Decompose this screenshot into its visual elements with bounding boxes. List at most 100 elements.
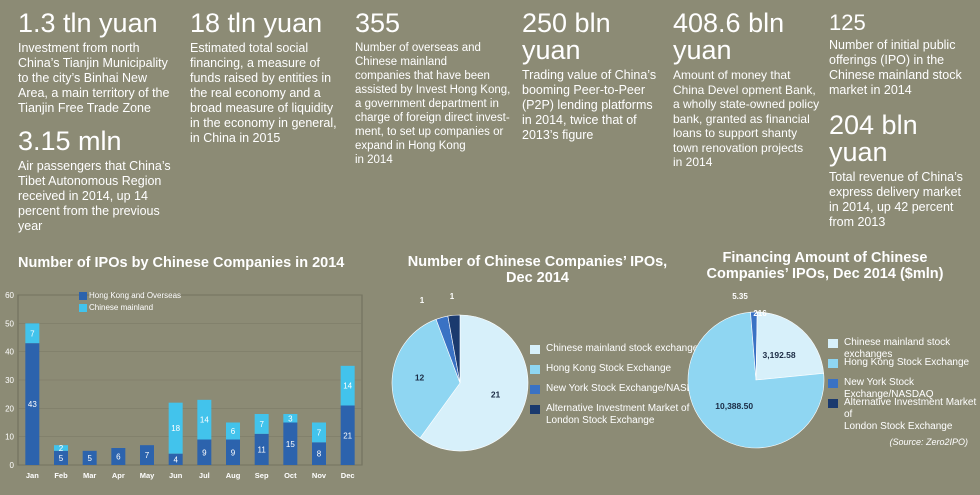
text-line: assisted by Invest Hong Kong, (355, 84, 511, 96)
bar-hk-overseas (340, 405, 355, 465)
pie-value-label: 10,388.50 (715, 401, 753, 411)
legend-swatch (828, 359, 838, 368)
bar-value-label: 9 (202, 448, 207, 457)
stat-value: 3.15 mln (18, 126, 122, 156)
bar-mainland (197, 399, 212, 440)
text-line: yuan (673, 35, 732, 65)
source-note: (Source: Zero2IPO) (889, 437, 968, 447)
text-line: China Devel opment Bank, (673, 82, 816, 97)
bar-value-label: 14 (343, 382, 352, 391)
bar-mainland (54, 445, 68, 451)
pie-slice (755, 311, 825, 381)
bar-value-label: 6 (231, 427, 236, 436)
stat-express: 204 bln yuan Total revenue of China’s expr… (829, 112, 979, 230)
bar-value-label: 7 (30, 329, 35, 338)
bar-mainland (254, 414, 269, 434)
bar-hk-overseas (197, 439, 212, 465)
bar-value-label: 8 (317, 450, 322, 459)
legend-swatch (79, 304, 87, 312)
text-line: yuan (829, 137, 888, 167)
text-line: Tianjin Free Trade Zone (18, 101, 151, 115)
text-line: Amount of money that (673, 68, 791, 82)
stat-ipo-mainland: 125 Number of initial public offerings (I… (829, 12, 979, 98)
stat-value: 1.3 tln yuan (18, 8, 158, 38)
pie-value-label: 216 (753, 309, 767, 318)
stat-desc: Trading value of China’s booming Peer-to-… (522, 68, 672, 143)
bar-hk-overseas (283, 422, 298, 465)
bar-hk-overseas (82, 450, 97, 465)
pie-value-label: 1 (450, 292, 455, 301)
x-tick-label: Jan (26, 471, 39, 480)
x-tick-label: Sep (255, 471, 269, 480)
bar-chart-title: Number of IPOs by Chinese Companies in 2… (18, 255, 345, 271)
text-line: a government department in (355, 98, 499, 110)
legend-label: Chinese mainland stock exchanges (844, 337, 951, 360)
pie-slice (391, 318, 461, 439)
text-line: to the city’s Binhai New (18, 71, 147, 85)
bar-value-label: 14 (200, 416, 209, 425)
text-line: Number of Chinese Companies’ IPOs, (407, 254, 668, 270)
stat-desc: Investment from north China’s Tianjin Mun… (18, 41, 188, 116)
legend-label: Chinese mainland stock exchanges (546, 343, 704, 354)
pie-slice (419, 314, 529, 452)
text-line: town renovation projects (673, 140, 804, 155)
x-tick-label: Aug (226, 471, 241, 480)
pie1-title: Number of Chinese Companies’ IPOs, Dec 20… (385, 254, 690, 286)
bar-mainland (340, 365, 355, 406)
text-line: charge of foreign direct invest- (355, 112, 510, 124)
legend-label: Hong Kong Stock Exchange (546, 363, 672, 374)
legend-swatch (530, 345, 540, 354)
y-tick-label: 40 (5, 348, 14, 357)
stat-value: 355 (355, 8, 401, 38)
bar-value-label: 9 (231, 448, 236, 457)
stat-desc: Amount of money that China Devel opment B… (673, 68, 825, 170)
legend-label: Alternative Investment Market of London S… (546, 403, 690, 426)
legend-swatch (530, 365, 540, 374)
bar-value-label: 7 (317, 428, 322, 437)
text-line: booming Peer-to-Peer (522, 83, 645, 97)
stat-social-financing: 18 tln yuan Estimated total social financ… (190, 10, 350, 146)
pie-financing-labels: 216 5.35 (732, 292, 767, 318)
legend-label: Alternative Investment Market of London S… (844, 397, 977, 432)
bar-hk-overseas (254, 433, 269, 465)
text-line: China’s Tianjin Municipality (18, 56, 168, 70)
stat-value: 125 (829, 10, 866, 35)
text-line: Dec 2014 (506, 270, 569, 286)
text-line: 2013’s figure (522, 128, 594, 142)
bar-value-label: 3 (288, 414, 293, 423)
text-line: Companies’ IPOs, Dec 2014 ($mln) (706, 266, 944, 282)
text-line: market in 2014 (829, 83, 912, 97)
text-line: Number of initial public (829, 38, 956, 52)
x-tick-label: Oct (284, 471, 297, 480)
bar-value-label: 11 (258, 445, 267, 454)
pie-slice (687, 311, 825, 449)
text-line: in 2014 (673, 155, 713, 169)
pie-value-label: 21 (491, 390, 501, 400)
stat-desc: Air passengers that China’s Tibet Autonom… (18, 159, 188, 234)
pie2-title: Financing Amount of Chinese Companies’ IP… (690, 250, 960, 282)
text-line: received in 2014, up 14 (18, 189, 148, 203)
bar-hk-overseas (140, 445, 154, 465)
x-tick-label: Jun (169, 471, 183, 480)
text-line: in 2014 (355, 154, 393, 166)
bar-hk-overseas (54, 450, 68, 465)
stat-value: 18 tln yuan (190, 8, 323, 38)
stat-value: 204 bln yuan (829, 112, 979, 166)
bar-value-label: 18 (171, 424, 180, 433)
bar-value-label: 43 (28, 400, 37, 409)
stat-desc: Number of overseas and Chinese mainland co… (355, 41, 515, 167)
legend-swatch (530, 405, 540, 414)
legend-swatch (79, 292, 87, 300)
pie-value-label: 12 (415, 373, 425, 383)
legend-swatch (828, 399, 838, 408)
legend-label: New York Stock Exchange/NASDAQ (844, 377, 934, 400)
legend-label: Hong Kong and Overseas (89, 291, 182, 300)
pie-value-label: 5.35 (732, 292, 748, 301)
stat-cdb: 408.6 bln yuan Amount of money that China … (673, 10, 825, 170)
text-line: loans to support shanty (673, 126, 798, 140)
y-tick-label: 60 (5, 291, 14, 300)
legend-swatch (828, 379, 838, 388)
text-line: Total revenue of China’s (829, 170, 963, 184)
bar-hk-overseas (226, 439, 240, 465)
stat-tibet: 3.15 mln Air passengers that China’s Tibe… (18, 128, 188, 234)
